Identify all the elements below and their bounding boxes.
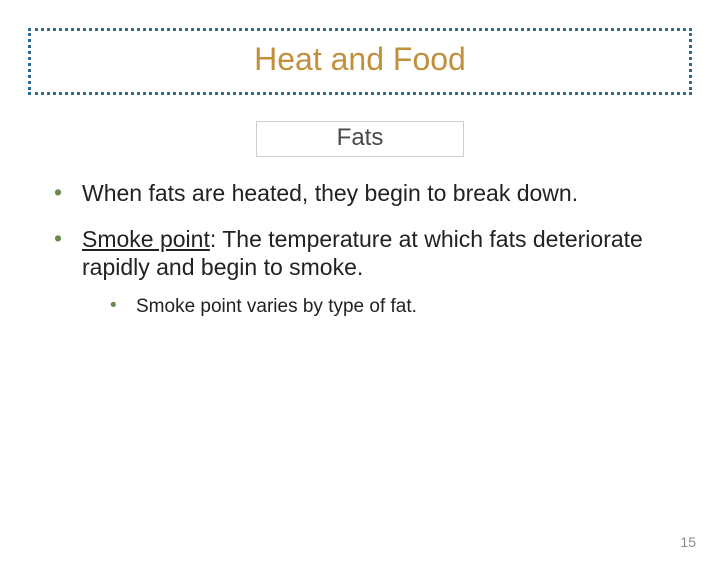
title-box: Heat and Food (28, 28, 692, 95)
subtitle-box: Fats (256, 121, 464, 157)
page-title: Heat and Food (31, 41, 689, 78)
bullet-icon: • (54, 179, 62, 206)
subtitle: Fats (257, 124, 463, 152)
bullet-text: Smoke point: The temperature at which fa… (82, 225, 666, 281)
defined-term: Smoke point (82, 226, 210, 252)
bullet-list: • When fats are heated, they begin to br… (54, 179, 666, 319)
list-item: • When fats are heated, they begin to br… (54, 179, 666, 207)
list-item: • Smoke point: The temperature at which … (54, 225, 666, 319)
page-number: 15 (680, 534, 696, 550)
bullet-text: When fats are heated, they begin to brea… (82, 179, 666, 207)
bullet-text: Smoke point varies by type of fat. (136, 295, 666, 319)
list-item: • Smoke point varies by type of fat. (110, 295, 666, 319)
bullet-icon: • (54, 225, 62, 252)
bullet-icon: • (110, 295, 117, 317)
